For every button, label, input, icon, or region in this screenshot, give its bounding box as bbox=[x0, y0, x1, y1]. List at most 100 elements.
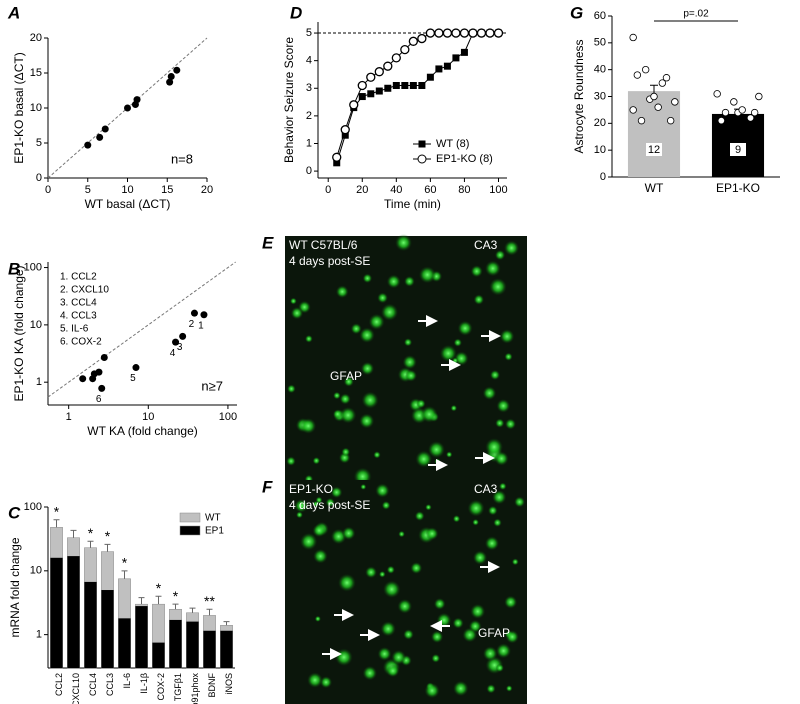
marker bbox=[417, 33, 427, 44]
cell bbox=[452, 617, 464, 629]
cell bbox=[296, 511, 303, 519]
marker bbox=[383, 61, 393, 71]
cell bbox=[315, 496, 323, 504]
y-axis-label: mRNA fold change bbox=[8, 537, 22, 637]
marker bbox=[442, 28, 453, 38]
y-tick-label: 0 bbox=[600, 171, 606, 183]
cell bbox=[350, 323, 362, 335]
marker bbox=[358, 93, 366, 101]
legend-item: 4. CCL3 bbox=[60, 311, 97, 322]
panel-letter: A bbox=[7, 3, 20, 22]
cell bbox=[511, 558, 519, 566]
point bbox=[190, 309, 198, 317]
point-label: 6 bbox=[96, 394, 102, 405]
cell bbox=[505, 685, 513, 692]
cell bbox=[503, 240, 520, 256]
cell bbox=[377, 292, 389, 304]
cell bbox=[397, 598, 413, 614]
x-tick-label: 20 bbox=[201, 184, 213, 196]
legend-item: 5. IL-6 bbox=[60, 324, 89, 335]
marker bbox=[443, 62, 451, 70]
data-point bbox=[654, 103, 662, 111]
image-label: GFAP bbox=[478, 626, 510, 640]
data-point bbox=[637, 116, 646, 125]
y-axis-label: Behavior Seizure Score bbox=[282, 37, 296, 163]
cell bbox=[381, 500, 391, 510]
legend-swatch bbox=[179, 525, 201, 536]
cell bbox=[359, 327, 375, 343]
bar bbox=[186, 621, 199, 668]
marker bbox=[391, 53, 401, 63]
cell bbox=[486, 684, 496, 694]
cell bbox=[470, 603, 486, 619]
image-label: GFAP bbox=[330, 369, 362, 383]
y-tick-label: 10 bbox=[30, 319, 42, 331]
x-tick-label: 0 bbox=[45, 184, 51, 196]
cell bbox=[377, 646, 392, 661]
cell bbox=[307, 672, 323, 688]
cell bbox=[424, 683, 440, 699]
cell bbox=[373, 451, 381, 459]
y-axis-label: EP1-KO basal (ΔCT) bbox=[12, 52, 26, 163]
error-bar bbox=[87, 540, 94, 548]
cell bbox=[360, 361, 375, 376]
cell bbox=[289, 297, 297, 305]
cell bbox=[361, 391, 379, 409]
cell bbox=[313, 548, 328, 564]
cell bbox=[434, 458, 441, 465]
x-tick-label: CXCL10 bbox=[71, 673, 81, 704]
marker bbox=[418, 82, 426, 90]
cell bbox=[300, 532, 318, 551]
y-tick-label: 100 bbox=[24, 501, 42, 513]
cell bbox=[416, 399, 426, 409]
point bbox=[124, 104, 131, 112]
cell bbox=[445, 451, 453, 458]
x-tick-label: 15 bbox=[161, 184, 173, 196]
legend-marker bbox=[418, 140, 426, 148]
cell bbox=[312, 523, 326, 538]
cell bbox=[495, 418, 505, 428]
cell bbox=[485, 438, 504, 456]
bar bbox=[135, 606, 148, 668]
cell bbox=[300, 418, 317, 434]
cell bbox=[320, 676, 333, 689]
cell bbox=[395, 234, 413, 252]
y-tick-label: 100 bbox=[24, 261, 42, 273]
image-label: 4 days post-SE bbox=[289, 498, 370, 512]
data-point bbox=[629, 33, 637, 42]
cell bbox=[514, 496, 526, 508]
cell bbox=[431, 653, 441, 663]
cell bbox=[314, 615, 321, 622]
bar bbox=[152, 642, 165, 668]
cell bbox=[439, 344, 457, 362]
y-tick-label: 0 bbox=[36, 172, 42, 184]
bar bbox=[118, 618, 131, 668]
x-tick-label: 10 bbox=[142, 411, 154, 423]
y-tick-label: 10 bbox=[30, 565, 42, 577]
cell bbox=[482, 646, 498, 661]
data-point bbox=[713, 90, 721, 98]
x-tick-label: 1 bbox=[66, 411, 72, 423]
point bbox=[166, 78, 174, 86]
error-bar bbox=[206, 608, 213, 616]
cell bbox=[380, 303, 399, 321]
cell bbox=[482, 386, 497, 400]
marker bbox=[384, 84, 392, 92]
cell bbox=[403, 629, 414, 640]
y-tick-label: 60 bbox=[594, 10, 606, 22]
cell bbox=[386, 565, 395, 574]
cell bbox=[453, 680, 469, 697]
bar bbox=[169, 619, 182, 668]
cell bbox=[325, 497, 335, 508]
x-tick-label: 80 bbox=[458, 184, 470, 196]
cell bbox=[472, 550, 488, 565]
y-axis-label: Astrocyte Roundness bbox=[572, 39, 586, 153]
cell bbox=[362, 273, 373, 284]
cell bbox=[473, 294, 485, 305]
legend-item: 3. CCL4 bbox=[60, 298, 97, 309]
cell bbox=[425, 527, 439, 541]
significance: * bbox=[88, 525, 94, 541]
point bbox=[173, 66, 181, 74]
cell bbox=[457, 320, 473, 336]
